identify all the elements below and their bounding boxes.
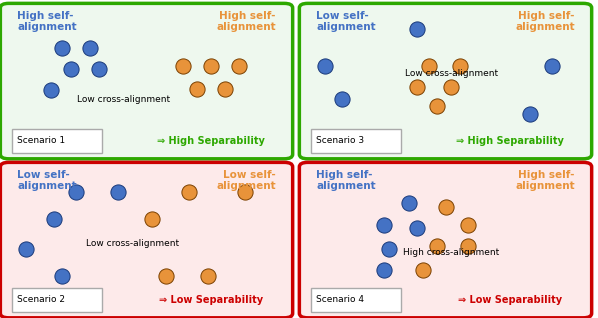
Point [57, 273, 67, 279]
Text: Scenario 1: Scenario 1 [17, 136, 65, 145]
Point [49, 217, 59, 222]
Point [337, 96, 346, 101]
Point [454, 64, 464, 69]
Text: Low cross-alignment: Low cross-alignment [78, 94, 170, 104]
Point [413, 225, 422, 231]
Point [548, 64, 557, 69]
Point [418, 267, 428, 273]
Point [206, 64, 216, 69]
Point [147, 217, 157, 222]
FancyBboxPatch shape [11, 129, 102, 153]
Text: High self-
alignment: High self- alignment [515, 170, 575, 191]
FancyBboxPatch shape [310, 129, 401, 153]
Point [404, 200, 414, 205]
Text: Low self-
alignment: Low self- alignment [316, 11, 376, 32]
Point [463, 223, 473, 228]
Point [193, 86, 202, 91]
Point [86, 46, 95, 51]
Point [446, 85, 456, 90]
Point [178, 64, 188, 69]
Point [413, 85, 422, 90]
Point [379, 223, 389, 228]
FancyBboxPatch shape [310, 288, 401, 312]
Point [221, 86, 230, 91]
Point [432, 244, 442, 249]
Point [21, 246, 30, 252]
Point [234, 64, 244, 69]
FancyBboxPatch shape [11, 288, 102, 312]
Text: Scenario 3: Scenario 3 [316, 136, 364, 145]
FancyBboxPatch shape [300, 3, 591, 159]
Point [432, 104, 442, 109]
Text: High self-
alignment: High self- alignment [515, 11, 575, 32]
Text: ⇒ Low Separability: ⇒ Low Separability [159, 295, 263, 305]
Point [240, 190, 249, 195]
Text: ⇒ High Separability: ⇒ High Separability [456, 136, 564, 146]
Point [71, 190, 81, 195]
Point [379, 267, 389, 273]
Text: Low cross-alignment: Low cross-alignment [86, 238, 179, 248]
Text: Low cross-alignment: Low cross-alignment [405, 69, 498, 78]
Point [66, 66, 75, 72]
Point [184, 190, 193, 195]
Text: ⇒ Low Separability: ⇒ Low Separability [458, 295, 562, 305]
Text: High self-
alignment: High self- alignment [216, 11, 276, 32]
Text: Scenario 4: Scenario 4 [316, 295, 364, 304]
Text: Scenario 2: Scenario 2 [17, 295, 65, 304]
Point [385, 246, 394, 252]
Point [57, 46, 67, 51]
Text: High self-
alignment: High self- alignment [17, 11, 77, 32]
Text: Low self-
alignment: Low self- alignment [17, 170, 77, 191]
Point [525, 111, 535, 116]
Text: High cross-alignment: High cross-alignment [403, 247, 499, 257]
Point [413, 26, 422, 31]
Text: High self-
alignment: High self- alignment [316, 170, 376, 191]
Point [463, 244, 473, 249]
FancyBboxPatch shape [1, 3, 292, 159]
Point [46, 87, 56, 93]
FancyBboxPatch shape [300, 162, 591, 318]
Point [114, 190, 123, 195]
Point [203, 273, 213, 279]
FancyBboxPatch shape [1, 162, 292, 318]
Text: Low self-
alignment: Low self- alignment [216, 170, 276, 191]
Point [94, 66, 103, 72]
Point [161, 273, 171, 279]
Point [441, 205, 450, 210]
Point [424, 64, 434, 69]
Text: ⇒ High Separability: ⇒ High Separability [157, 136, 265, 146]
Point [320, 64, 329, 69]
